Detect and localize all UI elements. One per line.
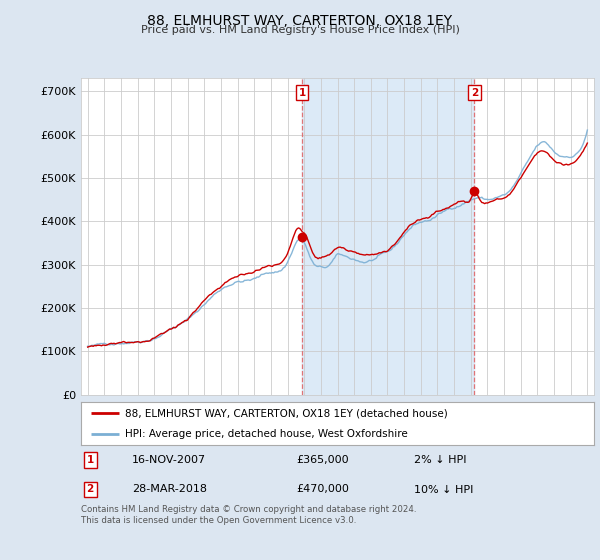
Text: £470,000: £470,000 — [296, 484, 349, 494]
Text: Contains HM Land Registry data © Crown copyright and database right 2024.
This d: Contains HM Land Registry data © Crown c… — [81, 505, 416, 525]
Text: 28-MAR-2018: 28-MAR-2018 — [133, 484, 208, 494]
Text: 88, ELMHURST WAY, CARTERTON, OX18 1EY (detached house): 88, ELMHURST WAY, CARTERTON, OX18 1EY (d… — [125, 408, 448, 418]
Text: 1: 1 — [86, 455, 94, 465]
Text: Price paid vs. HM Land Registry's House Price Index (HPI): Price paid vs. HM Land Registry's House … — [140, 25, 460, 35]
Bar — [302, 78, 475, 395]
Text: HPI: Average price, detached house, West Oxfordshire: HPI: Average price, detached house, West… — [125, 430, 407, 439]
Text: 1: 1 — [299, 87, 306, 97]
Text: 2: 2 — [471, 87, 478, 97]
Text: 10% ↓ HPI: 10% ↓ HPI — [415, 484, 474, 494]
Text: £365,000: £365,000 — [296, 455, 349, 465]
Text: 2: 2 — [86, 484, 94, 494]
Text: 88, ELMHURST WAY, CARTERTON, OX18 1EY: 88, ELMHURST WAY, CARTERTON, OX18 1EY — [148, 14, 452, 28]
Text: 16-NOV-2007: 16-NOV-2007 — [133, 455, 206, 465]
Text: 2% ↓ HPI: 2% ↓ HPI — [415, 455, 467, 465]
